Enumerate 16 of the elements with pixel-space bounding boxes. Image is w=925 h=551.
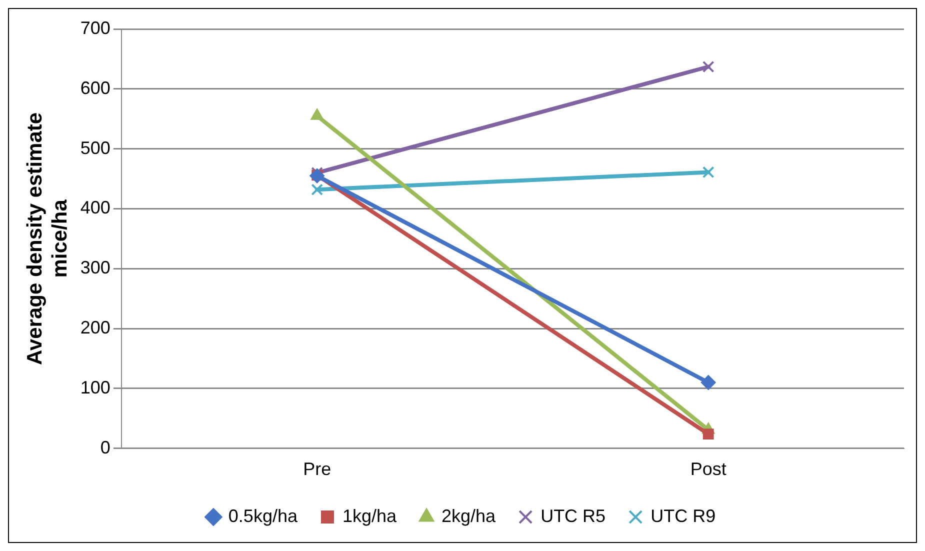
y-tick-label: 400	[80, 198, 110, 218]
legend-label: UTC R5	[540, 506, 606, 526]
legend-label: UTC R9	[650, 506, 716, 526]
x-tick-label: Pre	[303, 459, 332, 480]
y-tick-label: 200	[80, 318, 110, 338]
y-tick-label: 700	[80, 18, 110, 38]
y-tick-label: 500	[80, 138, 110, 158]
y-tick-label: 100	[80, 377, 110, 398]
legend-label: 0.5kg/ha	[228, 506, 298, 526]
legend-label: 2kg/ha	[442, 506, 497, 526]
y-tick-label: 0	[100, 437, 110, 458]
y-tick-label: 600	[80, 78, 110, 98]
y-axis-title: Average density estimate mice/ha	[23, 112, 72, 365]
legend-label: 1kg/ha	[342, 506, 398, 526]
y-tick-label: 300	[80, 258, 110, 278]
x-tick-label: Post	[690, 459, 726, 480]
